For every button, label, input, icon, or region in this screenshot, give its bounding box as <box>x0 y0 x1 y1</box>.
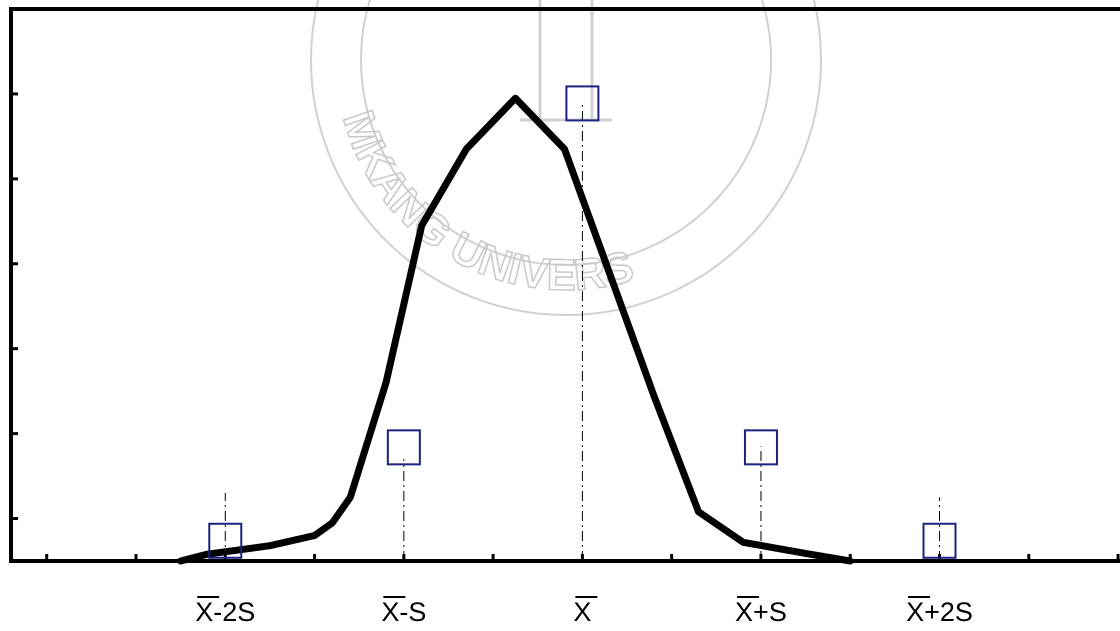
distribution-curve <box>177 94 854 565</box>
x-tick-label: X <box>573 597 591 627</box>
x-tick-labels: X-2S X-S X X+S X+2S <box>195 596 973 627</box>
sigma-marker <box>743 429 778 466</box>
x-tick-label: X+2S <box>906 597 973 627</box>
marker-guide-lines <box>224 102 941 561</box>
sigma-marker <box>922 522 957 559</box>
x-tick-label: X-S <box>381 597 426 627</box>
axis-ticks <box>11 92 1120 561</box>
sigma-marker <box>208 522 243 559</box>
plot-frame <box>9 7 1120 563</box>
x-tick-label: X+S <box>735 597 787 627</box>
sigma-markers <box>208 85 957 559</box>
x-tick-label: X-2S <box>195 597 255 627</box>
sigma-marker <box>386 429 421 466</box>
sigma-marker <box>565 85 600 122</box>
